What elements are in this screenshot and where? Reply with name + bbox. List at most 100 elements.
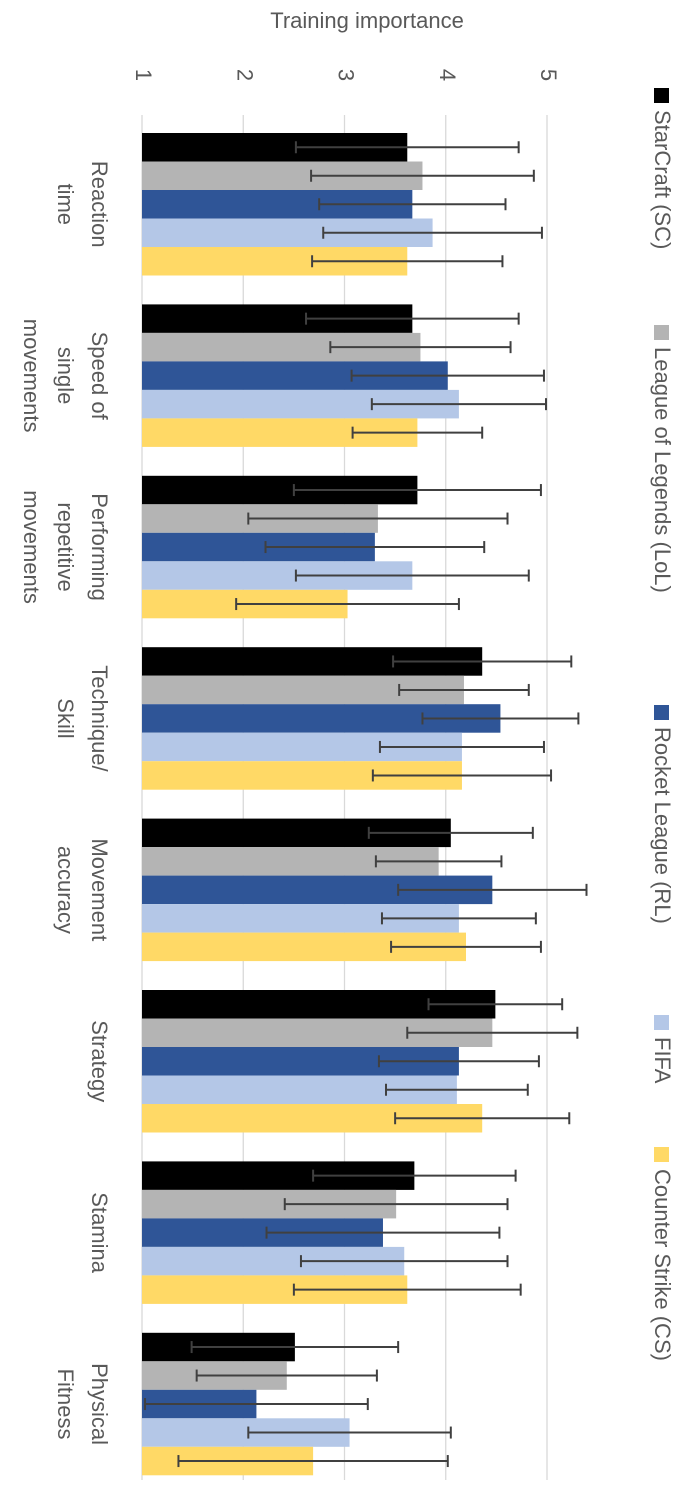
error-bar [351,426,484,439]
legend-label: Counter Strike (CS) [650,1169,675,1361]
error-bar [318,198,507,211]
chart-frame: Training importance 1 2 3 4 5 Reactiontime Spe… [19,8,675,1480]
error-bar [390,940,542,953]
error-bar [264,541,486,554]
legend-swatch [654,325,669,340]
bar [141,875,493,905]
bar [142,1246,405,1276]
error-bar [385,1083,529,1096]
error-bar [144,1398,369,1411]
bar [142,1047,459,1076]
x-tick-label: Technique/Skill [53,665,112,772]
bar [142,990,496,1019]
bar [141,1104,483,1133]
error-bar [378,740,545,753]
error-bar [311,255,504,268]
y-tick-label: 2 [232,69,257,81]
error-bar [350,369,545,382]
bar [142,818,451,848]
bar [142,675,464,705]
bar [142,1161,415,1190]
y-tick-label: 5 [536,69,561,81]
bar [142,247,408,276]
bar [142,389,459,419]
legend-label: FIFA [650,1037,675,1084]
error-bar [299,1255,509,1268]
legend-label: Rocket League (RL) [650,727,675,924]
error-bar [190,1341,400,1354]
error-bar [310,169,535,182]
error-bar [177,1455,449,1468]
bar [142,1189,397,1219]
legend-swatch [654,705,669,720]
x-tick-label: Strategy [87,1020,112,1102]
error-bar [305,312,520,325]
error-bar [392,655,573,668]
legend-label: League of Legends (LoL) [650,347,675,593]
x-tick-label: Performingrepetitivemovements [19,490,112,604]
error-bar [394,1112,571,1125]
bar [141,1075,457,1104]
bar [142,1275,408,1304]
error-bar [322,226,543,239]
legend-swatch [654,1147,669,1162]
bar [142,190,413,219]
y-tick-label: 4 [435,69,460,81]
x-tick-label: Movementaccuracy [53,838,112,941]
error-bar [374,855,503,868]
bar [142,704,501,733]
error-bar [247,512,509,525]
bar [142,847,439,876]
bar [142,1218,383,1247]
bar [142,904,459,933]
x-tick-label: Speed ofsinglemovements [19,319,112,433]
error-bar [367,826,534,839]
legend-swatch [654,1015,669,1030]
bar [142,161,423,190]
bar [142,218,433,247]
bar [141,647,483,676]
bar [142,361,448,390]
y-tick-label: 3 [334,69,359,81]
y-tick-label: 1 [131,69,156,81]
bar [142,332,421,362]
error-bar [397,883,588,896]
error-bar [370,398,547,411]
error-bar [377,1055,540,1068]
bar [142,1418,350,1447]
bar [142,475,418,505]
error-bar [292,484,542,497]
bar [141,732,462,762]
error-bar [421,712,580,725]
bar [142,532,375,562]
x-tick-label: Reactiontime [53,161,112,248]
x-tick-label: PhysicalFitness [53,1363,112,1445]
legend-label: StarCraft (SC) [650,110,675,249]
error-bar [380,912,537,925]
error-bar [294,141,520,154]
bar [142,133,408,162]
bar [142,304,413,333]
error-bar [283,1198,509,1211]
error-bar [235,598,460,611]
error-bar [292,1283,522,1296]
error-bar [265,1226,501,1239]
error-bar [398,683,530,696]
error-bar [312,1169,517,1182]
error-bar [427,998,564,1011]
error-bar [247,1426,452,1439]
bar [142,418,418,447]
error-bar [371,769,553,782]
x-tick-label: Stamina [87,1192,112,1273]
error-bar [329,341,512,354]
bar [141,1018,493,1047]
bar [142,932,466,962]
axis-title: Training importance [270,8,464,33]
bar [142,561,413,590]
bar [141,761,462,790]
error-bar [195,1369,378,1382]
error-bar [294,569,530,582]
legend-swatch [654,88,669,103]
error-bar [406,1026,579,1039]
